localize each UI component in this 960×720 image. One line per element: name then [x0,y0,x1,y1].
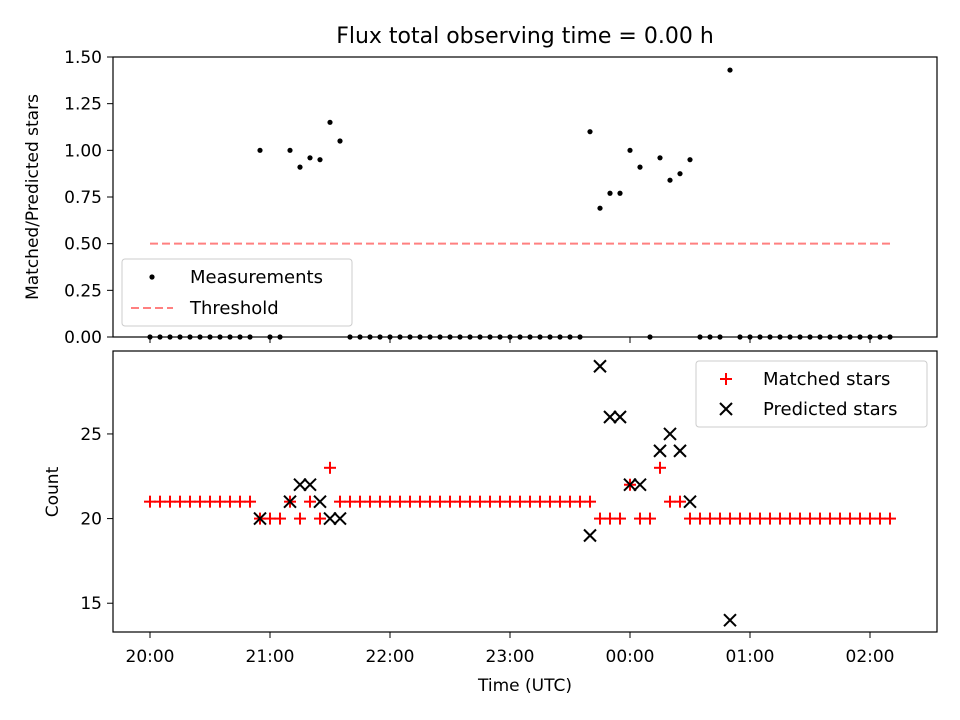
measurement-point [327,119,333,125]
bottom-y-tick-label: 15 [80,594,102,614]
top-chart-title: Flux total observing time = 0.00 h [336,24,714,49]
bottom-x-axis-label: Time (UTC) [477,676,572,696]
legend-marker-measurements [149,274,155,280]
bottom-x-tick-label: 00:00 [606,647,655,667]
top-panel: Flux total observing time = 0.00 h Match… [23,24,938,348]
matched-star-point [674,495,686,508]
measurement-point [297,164,303,170]
bottom-legend: Matched stars Predicted stars [695,360,928,428]
measurement-point [617,190,623,196]
measurement-point [657,155,663,161]
measurement-point [627,147,633,153]
top-y-tick-label: 0.50 [64,235,102,255]
matched-star-point [584,495,596,508]
top-y-tick-label: 1.50 [64,48,102,68]
measurement-point [287,147,293,153]
predicted-star-point [283,494,297,509]
measurement-point [307,155,313,161]
top-y-tick-label: 1.25 [64,95,102,115]
measurement-point [337,138,343,144]
top-y-tick-label: 1.00 [64,141,102,161]
matched-star-point [614,512,626,525]
bottom-x-tick-label: 22:00 [366,647,415,667]
bottom-axes-frame [112,350,938,633]
predicted-star-point [633,478,647,492]
legend-label-predicted-stars: Predicted stars [763,399,897,420]
top-y-tick-label: 0.75 [64,188,102,208]
predicted-star-point [293,478,307,492]
bottom-y-ticks: 15 20 25 [80,425,113,614]
measurement-point [587,129,593,135]
bottom-x-tick-label: 02:00 [846,647,895,667]
measurement-point [607,190,613,196]
bottom-y-tick-label: 25 [80,425,102,445]
top-y-tick-label: 0.25 [64,281,102,301]
measurement-point [257,147,263,153]
measurement-point [597,205,603,211]
predicted-star-point [653,444,667,458]
matched-star-point [314,512,326,525]
legend-label-measurements: Measurements [190,267,323,288]
bottom-plot-area [144,359,896,627]
predicted-star-point [663,427,677,441]
predicted-star-point [683,494,697,509]
legend-marker-matched-stars [720,373,732,385]
top-y-ticks: 0.00 0.25 0.50 0.75 1.00 1.25 1.50 [64,48,113,348]
top-y-axis-label: Matched/Predicted stars [23,94,43,300]
matched-star-point [244,495,256,508]
matched-star-point [654,461,666,474]
predicted-star-point [253,511,267,526]
predicted-star-point [723,613,737,627]
matched-star-point [324,461,336,474]
bottom-x-tick-label: 20:00 [126,647,175,667]
predicted-star-point [623,478,637,492]
predicted-star-point [303,478,317,492]
predicted-star-point [673,444,687,458]
bottom-x-tick-label: 21:00 [246,647,295,667]
measurement-point [667,177,673,183]
predicted-star-point [583,528,597,543]
predicted-star-point [613,410,627,424]
predicted-star-point [593,359,607,373]
legend-label-threshold: Threshold [189,298,279,319]
bottom-y-axis-label: Count [43,466,63,517]
top-legend-box [121,258,353,327]
measurement-point [637,164,643,170]
matched-star-point [884,512,896,525]
bottom-y-tick-label: 20 [80,510,102,530]
measurement-point [727,67,733,73]
matched-star-point [294,512,306,525]
top-axes-frame [112,56,938,338]
matched-star-point [274,512,286,525]
measurement-point [687,157,693,163]
matched-star-point [304,495,316,508]
top-y-tick-label: 0.00 [64,328,102,348]
top-legend: Measurements Threshold [121,258,353,327]
bottom-x-tick-label: 01:00 [726,647,775,667]
measurement-point [677,171,683,177]
predicted-star-point [333,511,347,526]
legend-label-matched-stars: Matched stars [763,369,890,390]
predicted-star-point [603,410,617,424]
predicted-star-point [313,494,327,509]
legend-marker-predicted-stars [719,402,733,416]
matched-star-point [644,512,656,525]
bottom-x-ticks: 20:00 21:00 22:00 23:00 00:00 01:00 02:00 [126,632,895,667]
measurement-point [317,157,323,163]
bottom-x-tick-label: 23:00 [486,647,535,667]
predicted-star-point [323,511,337,526]
bottom-legend-box [695,360,928,428]
